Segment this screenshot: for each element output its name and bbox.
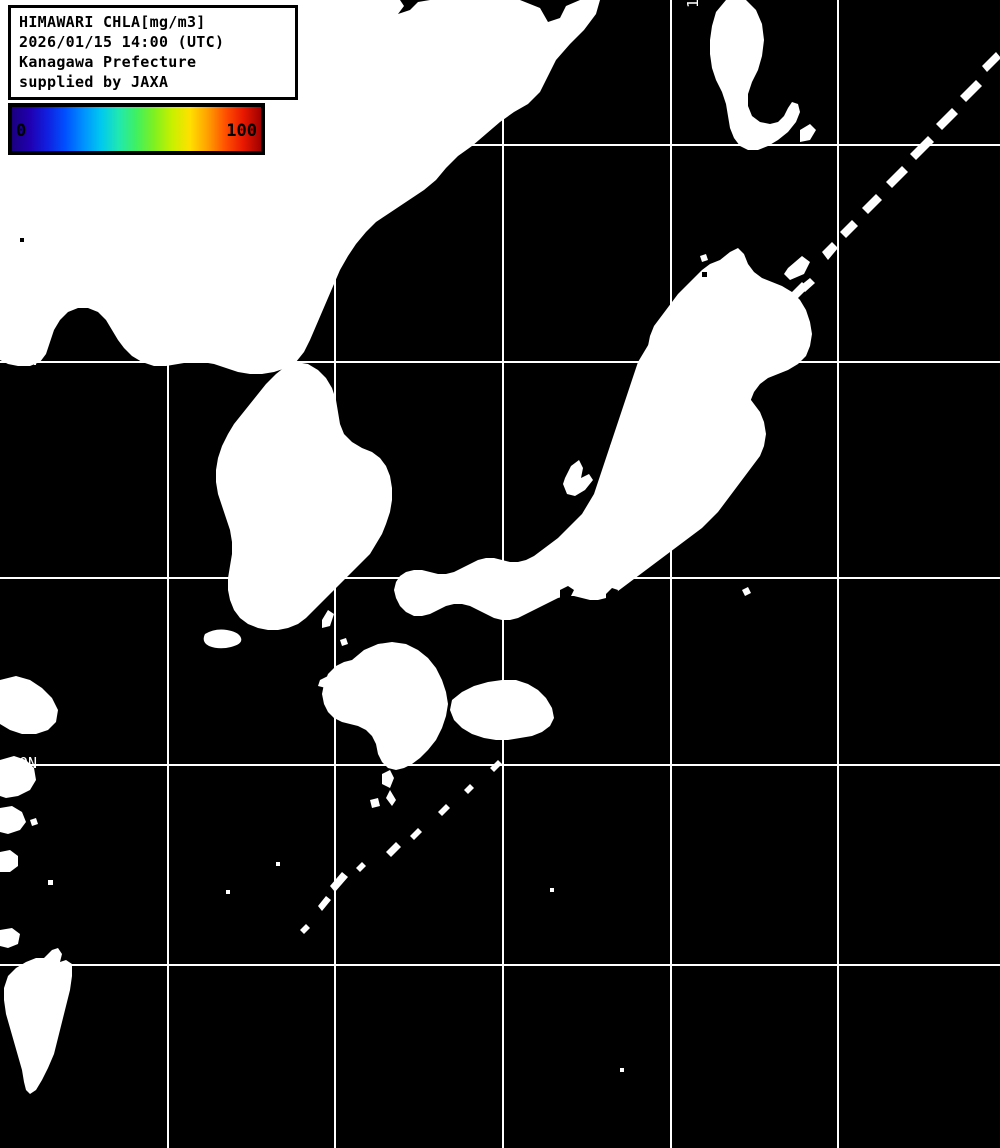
land-kuril-3 (862, 194, 882, 214)
colorbar-min-label: 0 (16, 121, 27, 141)
land-china-coast-5 (0, 928, 20, 948)
land-sakhalin-detail (800, 124, 816, 142)
land-ryukyu-6 (276, 862, 280, 866)
land-kuril-5 (910, 136, 934, 160)
land-china-coast-4 (0, 850, 18, 872)
land-hokkaido-shiretoko (784, 256, 810, 280)
land-kuril-8 (982, 52, 1000, 72)
land-kyushu-south-tip (382, 770, 394, 788)
land-kunashiri (756, 312, 778, 336)
land-tanegashima (386, 790, 396, 806)
land-ryukyu-7 (226, 890, 230, 894)
land-hokkaido (648, 248, 812, 428)
land-kuril-6 (936, 108, 958, 130)
land-china-coast-2 (0, 756, 36, 798)
title-line-product: HIMAWARI CHLA[mg/m3] (19, 13, 206, 31)
water-tokyo-bay (720, 510, 734, 526)
land-kyushu (322, 642, 448, 770)
land-ryukyu-3 (464, 784, 474, 794)
land-ryukyu-1 (410, 828, 422, 840)
land-kuril-7 (960, 80, 982, 102)
land-miyako (300, 924, 310, 934)
land-goto-islands (318, 676, 332, 688)
land-yakushima (370, 798, 380, 808)
land-noto-peninsula (563, 460, 593, 496)
land-taiwan (4, 948, 72, 1094)
colorbar: 0 100 (8, 103, 265, 155)
colorbar-gradient (12, 107, 261, 151)
land-korea-islet-1 (256, 560, 264, 567)
colorbar-max-label: 100 (226, 121, 257, 141)
land-islet-nw-1 (20, 238, 24, 242)
title-line-provider: supplied by JAXA (19, 73, 169, 91)
land-shikoku (450, 680, 554, 740)
water-ise-bay (606, 588, 618, 600)
land-iki-island (340, 638, 348, 646)
title-line-datetime: 2026/01/15 14:00 (UTC) (19, 33, 225, 51)
land-kuril-10 (778, 302, 792, 316)
land-sado-island (610, 428, 634, 456)
land-ryukyu-2 (438, 804, 450, 816)
land-izu-oshima (742, 587, 751, 596)
land-etorofu (788, 282, 808, 302)
land-ryukyu-4 (490, 760, 502, 772)
land-sakhalin (710, 0, 800, 150)
land-kuril-4 (886, 166, 908, 188)
land-hokkaido-islet-1 (702, 272, 707, 277)
land-china-coast-1 (0, 676, 58, 734)
land-tsushima (322, 610, 334, 628)
land-daito (550, 888, 554, 892)
land-amami (386, 842, 401, 857)
land-kuril-2 (840, 220, 858, 238)
land-kuril-1 (822, 242, 838, 260)
title-line-region: Kanagawa Prefecture (19, 53, 197, 71)
water-wakasa-bay (560, 586, 574, 600)
product-title-box: HIMAWARI CHLA[mg/m3] 2026/01/15 14:00 (U… (8, 5, 298, 100)
land-china-coast-3 (0, 806, 26, 834)
land-china-islet-1 (30, 818, 38, 826)
land-ryukyu-8 (620, 1068, 624, 1072)
land-rishiri-island (700, 254, 708, 262)
land-cheju-island (203, 629, 242, 649)
graticule-label-30N: 30N (10, 754, 38, 772)
graticule-label-40N: 40N (10, 351, 38, 369)
land-china-islet-2 (48, 880, 53, 885)
land-ryukyu-5 (356, 862, 366, 872)
land-okinawa-2 (318, 896, 331, 911)
graticule-label-140E: 140E (684, 0, 702, 8)
land-islet-honshu-2 (686, 492, 694, 500)
